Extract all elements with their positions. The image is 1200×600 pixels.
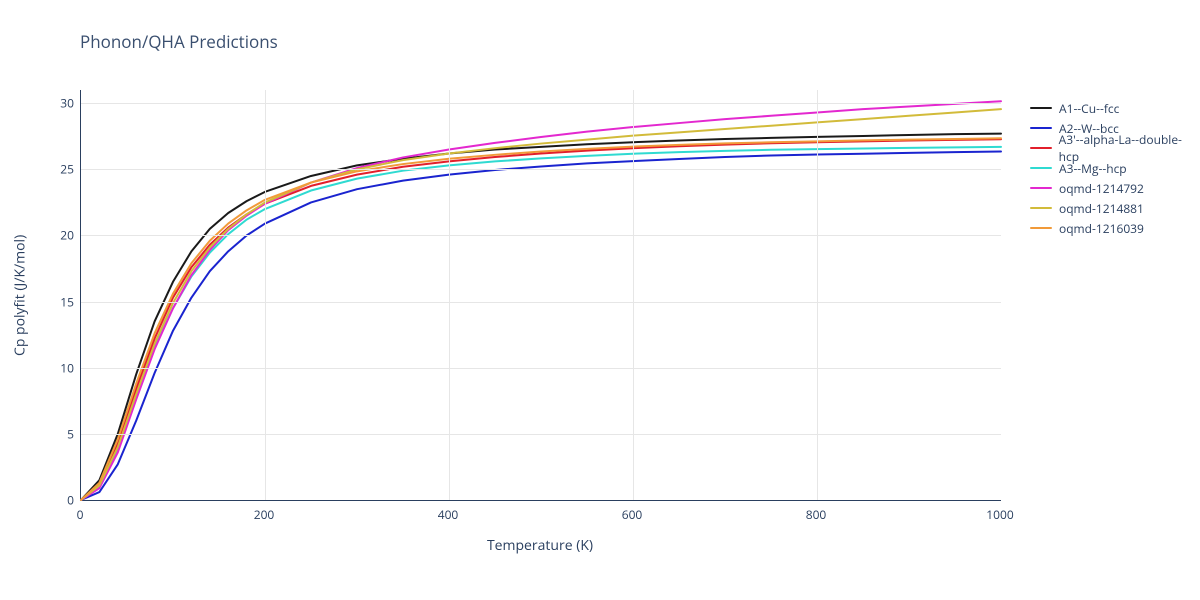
legend-swatch xyxy=(1030,107,1052,109)
grid-horizontal xyxy=(81,235,1001,236)
grid-vertical xyxy=(633,90,634,500)
grid-vertical xyxy=(817,90,818,500)
legend-item[interactable]: oqmd-1216039 xyxy=(1030,218,1200,238)
series-line[interactable] xyxy=(81,138,1001,500)
legend-item[interactable]: oqmd-1214792 xyxy=(1030,178,1200,198)
legend-swatch xyxy=(1030,207,1052,209)
grid-vertical xyxy=(265,90,266,500)
series-line[interactable] xyxy=(81,109,1001,500)
legend-swatch xyxy=(1030,227,1052,229)
y-tick-label: 30 xyxy=(46,95,74,112)
x-tick-label: 200 xyxy=(254,506,275,523)
legend-swatch xyxy=(1030,187,1052,189)
x-tick-label: 400 xyxy=(438,506,459,523)
grid-horizontal xyxy=(81,169,1001,170)
legend-item[interactable]: oqmd-1214881 xyxy=(1030,198,1200,218)
chart-title: Phonon/QHA Predictions xyxy=(80,30,278,53)
legend-label: A1--Cu--fcc xyxy=(1059,100,1119,117)
series-line[interactable] xyxy=(81,101,1001,500)
legend-label: oqmd-1214881 xyxy=(1059,200,1144,217)
legend-label: A3--Mg--hcp xyxy=(1059,160,1127,177)
y-tick-label: 5 xyxy=(46,425,74,442)
legend-swatch xyxy=(1030,127,1052,129)
legend: A1--Cu--fccA2--W--bccA3'--alpha-La--doub… xyxy=(1030,98,1200,238)
chart-container: Phonon/QHA Predictions Temperature (K) C… xyxy=(0,0,1200,600)
legend-label: oqmd-1214792 xyxy=(1059,180,1144,197)
legend-swatch xyxy=(1030,147,1052,149)
y-tick-label: 20 xyxy=(46,227,74,244)
y-axis-label: Cp polyfit (J/K/mol) xyxy=(10,90,30,500)
grid-horizontal xyxy=(81,302,1001,303)
legend-item[interactable]: A1--Cu--fcc xyxy=(1030,98,1200,118)
grid-horizontal xyxy=(81,434,1001,435)
x-axis-label: Temperature (K) xyxy=(80,536,1000,555)
plot-area[interactable] xyxy=(80,90,1001,501)
x-tick-label: 800 xyxy=(806,506,827,523)
x-tick-label: 0 xyxy=(77,506,84,523)
y-tick-label: 10 xyxy=(46,359,74,376)
grid-horizontal xyxy=(81,368,1001,369)
y-tick-label: 15 xyxy=(46,293,74,310)
y-tick-label: 25 xyxy=(46,161,74,178)
x-tick-label: 600 xyxy=(622,506,643,523)
x-tick-label: 1000 xyxy=(986,506,1013,523)
y-tick-label: 0 xyxy=(46,492,74,509)
series-line[interactable] xyxy=(81,139,1001,500)
grid-horizontal xyxy=(81,103,1001,104)
series-line[interactable] xyxy=(81,152,1001,501)
line-series-layer xyxy=(81,90,1001,500)
legend-swatch xyxy=(1030,167,1052,169)
grid-vertical xyxy=(449,90,450,500)
legend-label: oqmd-1216039 xyxy=(1059,220,1144,237)
legend-item[interactable]: A3'--alpha-La--double-hcp xyxy=(1030,138,1200,158)
series-line[interactable] xyxy=(81,134,1001,500)
series-line[interactable] xyxy=(81,147,1001,500)
